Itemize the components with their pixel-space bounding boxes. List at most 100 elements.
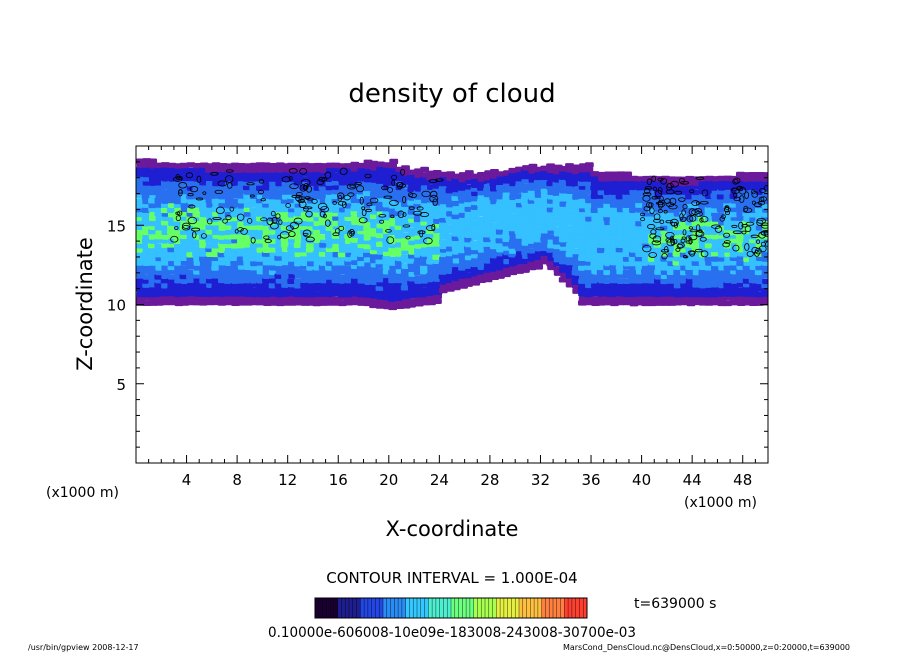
contour-line — [343, 194, 351, 201]
cloud-cell — [300, 255, 310, 262]
cloud-cell — [603, 242, 613, 249]
cloud-cell — [716, 206, 726, 213]
contour-line — [719, 216, 726, 222]
contour-line — [689, 215, 697, 222]
cloud-cell — [294, 295, 303, 302]
colorbar-cell — [481, 598, 486, 618]
cloud-cell — [154, 225, 164, 231]
contour-line — [731, 187, 737, 192]
cloud-cell — [628, 291, 638, 298]
cloud-cell — [591, 175, 600, 182]
contour-line — [429, 194, 439, 203]
cloud-cell — [274, 176, 284, 182]
cloud-cell — [211, 193, 221, 199]
cloud-cell — [584, 291, 594, 298]
cloud-cell — [508, 172, 518, 179]
contour-line — [660, 178, 668, 185]
cloud-cell — [319, 291, 329, 297]
cloud-cell — [419, 265, 429, 271]
colorbar-cell — [413, 598, 418, 618]
cloud-cell — [635, 176, 645, 182]
cloud-cell — [236, 167, 246, 173]
cloud-cell — [274, 194, 284, 200]
contour-line — [174, 226, 179, 230]
cloud-cell — [376, 166, 386, 172]
contour-line — [217, 180, 228, 187]
contour-line — [744, 225, 752, 233]
contour-line — [689, 250, 696, 257]
colorbar-cell — [454, 598, 460, 618]
cloud-cell — [198, 300, 208, 306]
cloud-cell — [413, 181, 423, 188]
contour-line — [378, 214, 387, 218]
contour-line — [390, 214, 395, 219]
cloud-cell — [243, 198, 253, 204]
cloud-cell — [482, 241, 492, 247]
contour-line — [332, 232, 340, 236]
cloud-cell — [186, 181, 196, 187]
cloud-cell — [634, 189, 644, 195]
cloud-cell — [710, 291, 720, 298]
colorbar-cell — [379, 598, 384, 618]
cloud-cell — [325, 225, 335, 231]
contour-line — [402, 212, 407, 217]
contour-line — [185, 172, 194, 179]
contour-line — [305, 236, 315, 243]
cloud-cell — [565, 175, 574, 182]
cloud-cell — [230, 198, 240, 205]
cloud-cell — [363, 292, 373, 298]
contour-line — [688, 234, 698, 241]
cloud-cell — [761, 172, 768, 178]
contour-line — [646, 178, 652, 185]
cloud-cell — [704, 300, 714, 306]
contour-line — [648, 202, 654, 208]
cloud-cell — [426, 215, 436, 221]
colorbar-cell — [462, 598, 467, 618]
contour-line — [419, 230, 424, 238]
contour-line — [369, 197, 379, 204]
cloud-cell — [508, 198, 518, 205]
cloud-cell — [167, 229, 176, 235]
cloud-cell — [179, 238, 189, 244]
cloud-cell — [571, 168, 581, 175]
contour-line — [191, 227, 201, 232]
cloud-cell — [268, 229, 277, 235]
contour-line — [691, 209, 700, 215]
cloud-cell — [230, 295, 240, 302]
contour-line — [385, 229, 392, 233]
cloud-cell — [623, 171, 632, 177]
cloud-cell — [375, 263, 385, 269]
contour-line — [434, 178, 444, 182]
contour-line — [665, 220, 673, 224]
cloud-cell — [439, 198, 449, 205]
cloud-cell — [628, 260, 638, 267]
cloud-cell — [457, 194, 467, 200]
x-axis-unit-left: (x1000 m) — [46, 485, 119, 501]
cloud-cell — [400, 254, 410, 261]
colorbar-cell — [409, 598, 414, 618]
cloud-cell — [520, 196, 530, 202]
cloud-cell — [211, 243, 221, 249]
cloud-cell — [343, 286, 353, 293]
contour-line — [299, 168, 308, 175]
cloud-cell — [136, 229, 145, 235]
cloud-cell — [173, 260, 183, 266]
cloud-cell — [546, 260, 556, 267]
contour-line — [701, 189, 709, 197]
contour-line — [356, 185, 365, 193]
cloud-cell — [470, 240, 480, 246]
cloud-cell — [337, 220, 347, 227]
contour-line — [654, 189, 663, 198]
cloud-cell — [451, 284, 461, 291]
contour-line — [657, 199, 666, 208]
cloud-cell — [262, 180, 272, 187]
cloud-cell — [199, 274, 209, 280]
cloud-cell — [255, 256, 265, 262]
cloud-cell — [596, 282, 606, 288]
contour-line — [354, 182, 362, 185]
cloud-cell — [255, 238, 265, 244]
contour-line — [349, 184, 356, 188]
colorbar-cell — [341, 598, 346, 618]
cloud-cell — [375, 183, 385, 189]
cloud-cell — [236, 243, 246, 249]
